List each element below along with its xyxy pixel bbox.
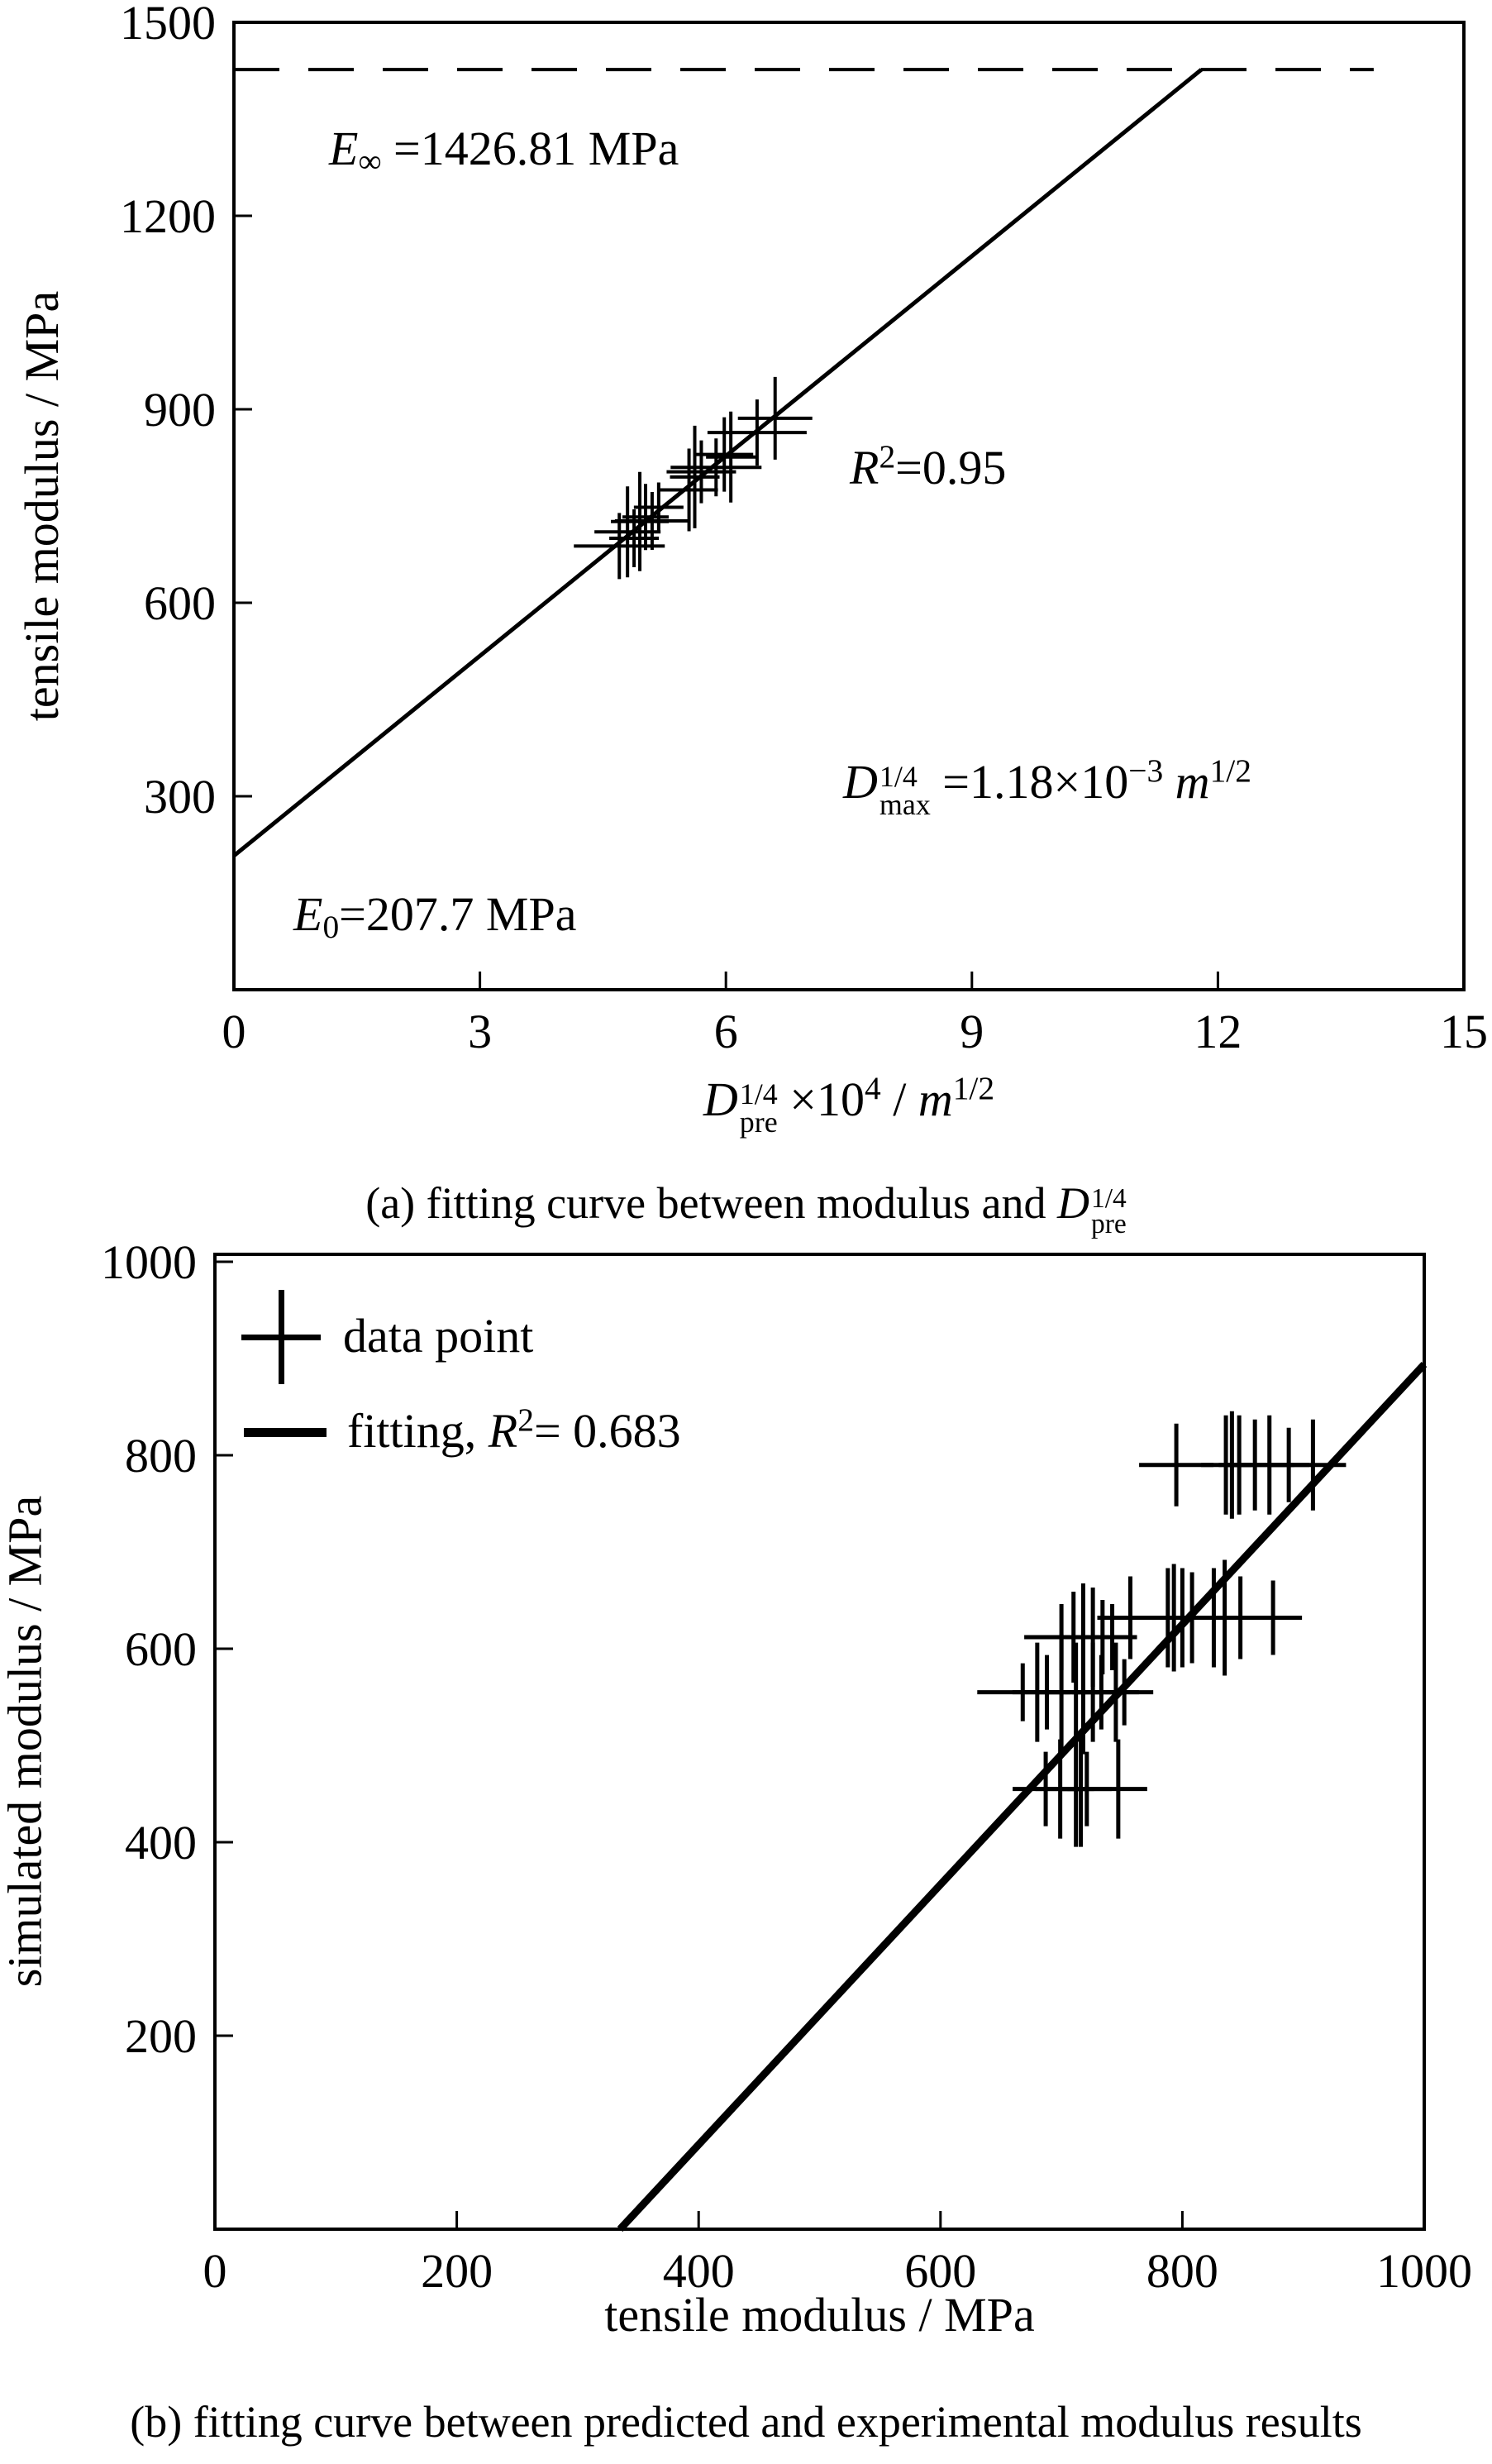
plot-a-ylabel: tensile modulus / MPa xyxy=(15,290,69,722)
caption-a-symbol: D xyxy=(1056,1178,1089,1228)
legend-data-point-label: data point xyxy=(343,1309,534,1363)
fit-line xyxy=(617,1361,1428,2232)
plot-a-frame xyxy=(232,21,1466,991)
x-tick-label: 3 xyxy=(468,1005,492,1058)
annotation-r2-a: R2=0.95 xyxy=(850,437,1007,495)
x-tick-label: 800 xyxy=(1146,2244,1218,2298)
y-tick-label: 1000 xyxy=(101,1235,197,1289)
y-tick-label: 600 xyxy=(144,576,216,630)
y-tick-label: 600 xyxy=(125,1622,197,1676)
caption-a-text: (a) fitting curve between modulus and xyxy=(365,1178,1057,1228)
e0-value: =207.7 MPa xyxy=(339,887,577,941)
xlabel-a-unit: m xyxy=(918,1072,953,1126)
y-tick-label: 1200 xyxy=(120,189,216,243)
caption-b: (b) fitting curve between predicted and … xyxy=(130,2397,1362,2447)
y-tick-label: 1500 xyxy=(120,0,216,50)
r2-a-symbol: R xyxy=(850,441,879,494)
legend-r2-symbol: R xyxy=(488,1404,518,1458)
caption-a-supsub: 1/4 pre xyxy=(1090,1182,1127,1240)
r2-a-superscript: 2 xyxy=(879,437,896,475)
xlabel-a-mid-sup: 4 xyxy=(864,1069,881,1106)
xlabel-a-mid: ×10 xyxy=(777,1072,865,1126)
x-tick-label: 9 xyxy=(960,1005,984,1058)
plot-b-frame xyxy=(213,1253,1426,2231)
annotation-e0: E0=207.7 MPa xyxy=(293,886,577,946)
y-tick-label: 200 xyxy=(125,2009,197,2063)
y-tick-label: 800 xyxy=(125,1429,197,1483)
annotation-d-max: D 1/4 max =1.18×10−3 m1/2 xyxy=(843,752,1251,821)
d-max-exponent: −3 xyxy=(1128,752,1164,789)
legend-r2-value: = 0.683 xyxy=(533,1404,681,1458)
legend-item-data-point: data point xyxy=(343,1308,533,1363)
x-tick-label: 1000 xyxy=(1376,2244,1472,2298)
x-tick-label: 15 xyxy=(1440,1005,1488,1058)
xlabel-a-symbol: D xyxy=(703,1072,738,1126)
d-max-unit: m xyxy=(1163,755,1210,809)
legend-fitting-prefix: fitting, xyxy=(347,1404,489,1458)
plot-a-xlabel: D 1/4 pre ×104 / m1/2 xyxy=(234,1069,1464,1139)
legend-plus-marker-icon xyxy=(241,1290,321,1384)
legend-r2-superscript: 2 xyxy=(517,1401,534,1438)
e0-subscript: 0 xyxy=(322,909,340,946)
x-tick-label: 400 xyxy=(663,2244,735,2298)
d-max-symbol: D xyxy=(843,755,878,809)
xlabel-a-supsub: 1/4 pre xyxy=(739,1077,778,1139)
x-tick-label: 0 xyxy=(222,1005,246,1058)
x-tick-label: 0 xyxy=(203,2244,227,2298)
xlabel-a-tail: / xyxy=(880,1072,918,1126)
legend-item-fitting: fitting, R2= 0.683 xyxy=(347,1401,681,1459)
annotation-e-inf: E∞ =1426.81 MPa xyxy=(329,121,679,180)
e-inf-value: =1426.81 MPa xyxy=(381,122,679,175)
plot-b-xlabel: tensile modulus / MPa xyxy=(604,2288,1035,2342)
legend-fit-line-icon xyxy=(244,1428,327,1437)
x-tick-label: 200 xyxy=(421,2244,493,2298)
e0-symbol: E xyxy=(293,887,323,941)
plot-b-ylabel: simulated modulus / MPa xyxy=(0,1495,52,1988)
x-tick-label: 6 xyxy=(714,1005,738,1058)
x-tick-label: 600 xyxy=(904,2244,976,2298)
x-tick-label: 12 xyxy=(1194,1005,1242,1058)
e-inf-symbol: E xyxy=(329,122,359,175)
e-inf-subscript: ∞ xyxy=(358,143,382,180)
y-tick-label: 300 xyxy=(144,770,216,824)
y-tick-label: 900 xyxy=(144,383,216,437)
d-max-eq: =1.18×10 xyxy=(930,755,1129,809)
r2-a-value: =0.95 xyxy=(895,441,1007,494)
xlabel-a-unit-sup: 1/2 xyxy=(952,1069,995,1106)
d-max-supsub: 1/4 max xyxy=(879,759,931,821)
y-tick-label: 400 xyxy=(125,1816,197,1869)
d-max-unit-exp: 1/2 xyxy=(1209,752,1251,789)
